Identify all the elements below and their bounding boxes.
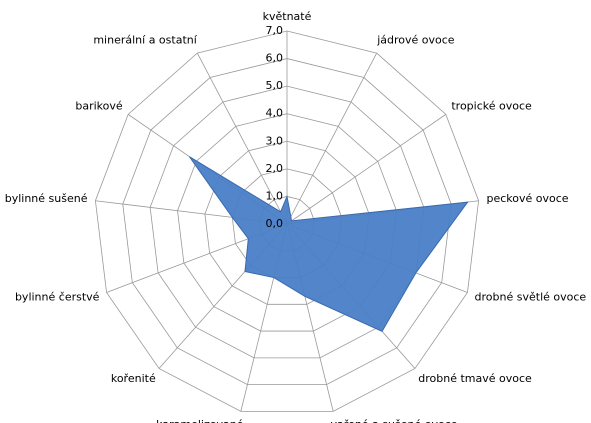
spoke bbox=[196, 52, 288, 225]
grid-ring bbox=[177, 113, 397, 332]
spoke bbox=[286, 52, 378, 225]
tick-label: 5,0 bbox=[266, 79, 284, 92]
category-label: drobné světlé ovoce bbox=[475, 290, 587, 303]
category-label: karamelizované bbox=[156, 418, 244, 423]
spoke bbox=[286, 114, 447, 225]
category-label: jádrové ovoce bbox=[376, 34, 455, 47]
category-label: bylinné sušené bbox=[5, 192, 88, 205]
tick-label: 7,0 bbox=[266, 24, 284, 37]
grid-ring bbox=[149, 85, 425, 359]
grid-ring bbox=[94, 30, 480, 412]
category-label: bylinné čerstvé bbox=[15, 290, 100, 303]
category-label: minerální a ostatní bbox=[93, 34, 197, 47]
data-area bbox=[189, 156, 469, 332]
tick-label: 0,0 bbox=[266, 217, 284, 230]
category-label: kořenité bbox=[111, 372, 156, 385]
tick-label: 3,0 bbox=[266, 134, 284, 147]
category-label: peckové ovoce bbox=[486, 192, 568, 205]
category-label: tropické ovoce bbox=[451, 99, 532, 112]
category-label: drobné tmavé ovoce bbox=[418, 372, 532, 385]
category-label: květnaté bbox=[263, 10, 312, 23]
tick-label: 1,0 bbox=[266, 189, 284, 202]
category-label: vařené a sušené ovoce bbox=[331, 418, 458, 423]
tick-label: 6,0 bbox=[266, 52, 284, 65]
category-label: barikové bbox=[75, 99, 123, 112]
tick-label: 4,0 bbox=[266, 107, 284, 120]
tick-label: 2,0 bbox=[266, 162, 284, 175]
grid-ring bbox=[122, 58, 452, 386]
